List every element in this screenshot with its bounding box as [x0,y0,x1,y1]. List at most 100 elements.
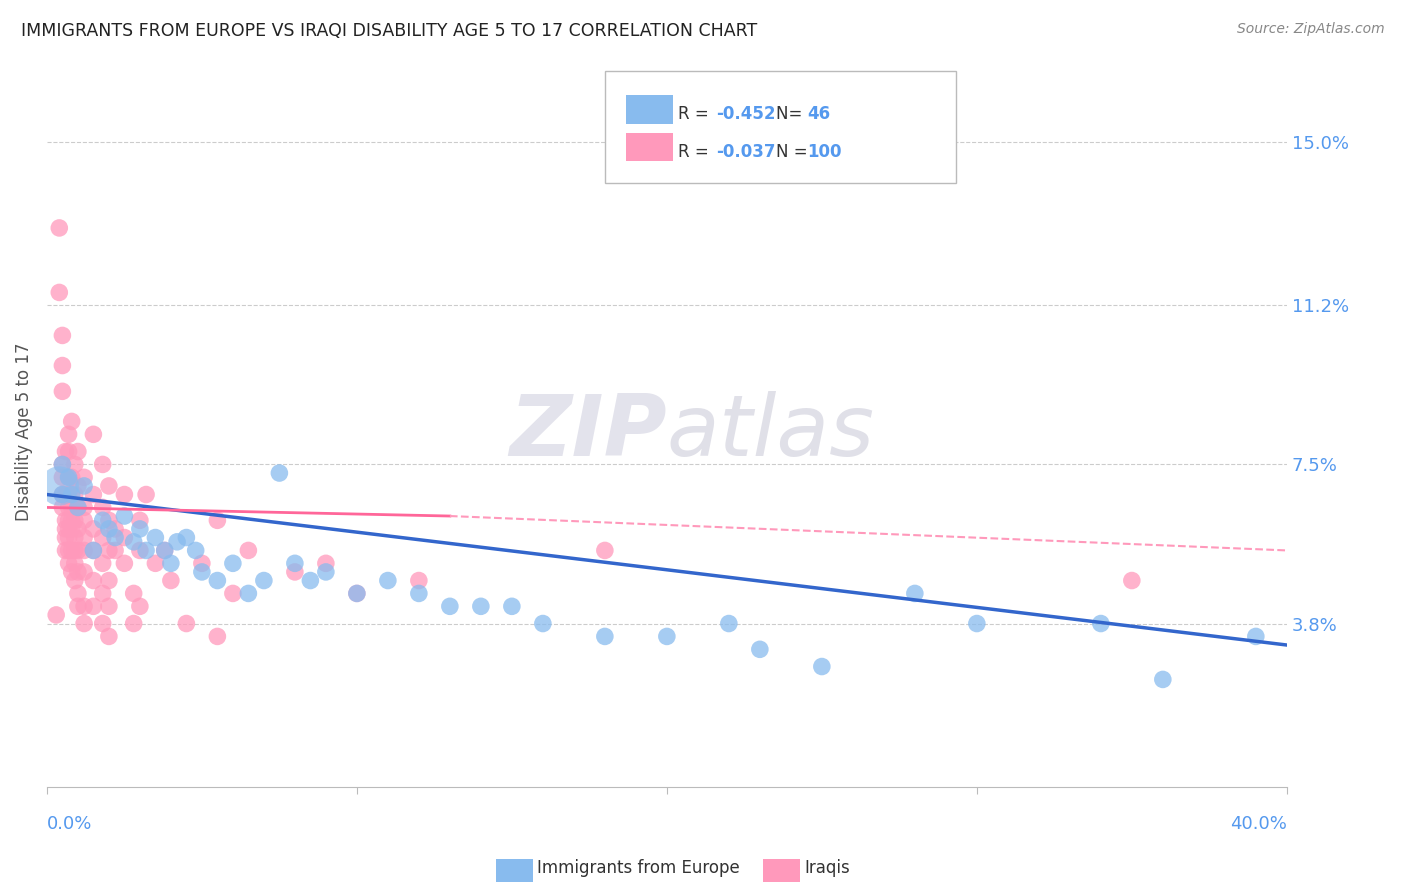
Point [66,500,89,515]
Point [82,599,104,614]
Point [122,616,145,631]
Point [128,522,150,536]
Point [91,616,114,631]
Point [73,616,96,631]
Point [299,574,322,588]
Point [73,513,96,527]
Text: -0.452: -0.452 [716,105,775,123]
Point [63,557,86,571]
Point [48,285,70,300]
Text: 40.0%: 40.0% [1230,815,1286,833]
Point [58,427,80,442]
Point [66,543,89,558]
Point [82,427,104,442]
Point [60,414,83,428]
Point [176,616,198,631]
Text: Immigrants from Europe: Immigrants from Europe [537,859,740,877]
Point [439,599,461,614]
Point [1244,629,1267,643]
Point [73,599,96,614]
Point [153,543,176,558]
Point [112,531,135,545]
Point [238,586,260,600]
Point [48,221,70,235]
Point [91,458,114,472]
Point [60,513,83,527]
Point [55,444,77,458]
Point [60,470,83,484]
Text: atlas: atlas [666,391,875,474]
Point [655,629,678,643]
Point [51,470,73,484]
Point [45,607,67,622]
Point [253,574,276,588]
Text: ZIP: ZIP [509,391,666,474]
Point [207,574,229,588]
Point [135,543,157,558]
Point [63,543,86,558]
Point [97,479,120,493]
Point [66,522,89,536]
Point [73,470,96,484]
Point [73,531,96,545]
Point [408,574,430,588]
Text: Source: ZipAtlas.com: Source: ZipAtlas.com [1237,22,1385,37]
Point [904,586,927,600]
Point [97,522,120,536]
Point [55,543,77,558]
Text: IMMIGRANTS FROM EUROPE VS IRAQI DISABILITY AGE 5 TO 17 CORRELATION CHART: IMMIGRANTS FROM EUROPE VS IRAQI DISABILI… [21,22,758,40]
Text: -0.037: -0.037 [716,143,775,161]
Point [104,531,127,545]
Point [82,574,104,588]
Point [135,487,157,501]
Point [145,557,167,571]
Point [284,565,307,579]
Point [51,384,73,399]
Point [91,531,114,545]
Point [748,642,770,657]
Text: R =: R = [678,143,714,161]
Y-axis label: Disability Age 5 to 17: Disability Age 5 to 17 [15,343,32,522]
Point [63,531,86,545]
Point [82,543,104,558]
Point [51,328,73,343]
Point [60,500,83,515]
Point [97,543,120,558]
Point [531,616,554,631]
Point [145,531,167,545]
Point [91,557,114,571]
Point [82,487,104,501]
Point [315,565,337,579]
Point [55,513,77,527]
Point [73,500,96,515]
Point [593,543,616,558]
Point [160,574,183,588]
Point [58,531,80,545]
Point [82,543,104,558]
Text: 100: 100 [807,143,842,161]
Point [176,531,198,545]
Point [346,586,368,600]
Point [58,543,80,558]
Point [73,565,96,579]
Point [222,557,245,571]
Point [73,479,96,493]
Point [58,470,80,484]
Point [58,487,80,501]
Point [470,599,492,614]
Point [284,557,307,571]
Point [51,500,73,515]
Point [104,522,127,536]
Point [966,616,988,631]
Point [315,557,337,571]
Point [91,513,114,527]
Point [60,565,83,579]
Point [112,509,135,524]
Point [184,543,207,558]
Point [91,500,114,515]
Point [191,565,214,579]
Text: N =: N = [776,143,813,161]
Point [153,543,176,558]
Point [112,487,135,501]
Point [51,458,73,472]
